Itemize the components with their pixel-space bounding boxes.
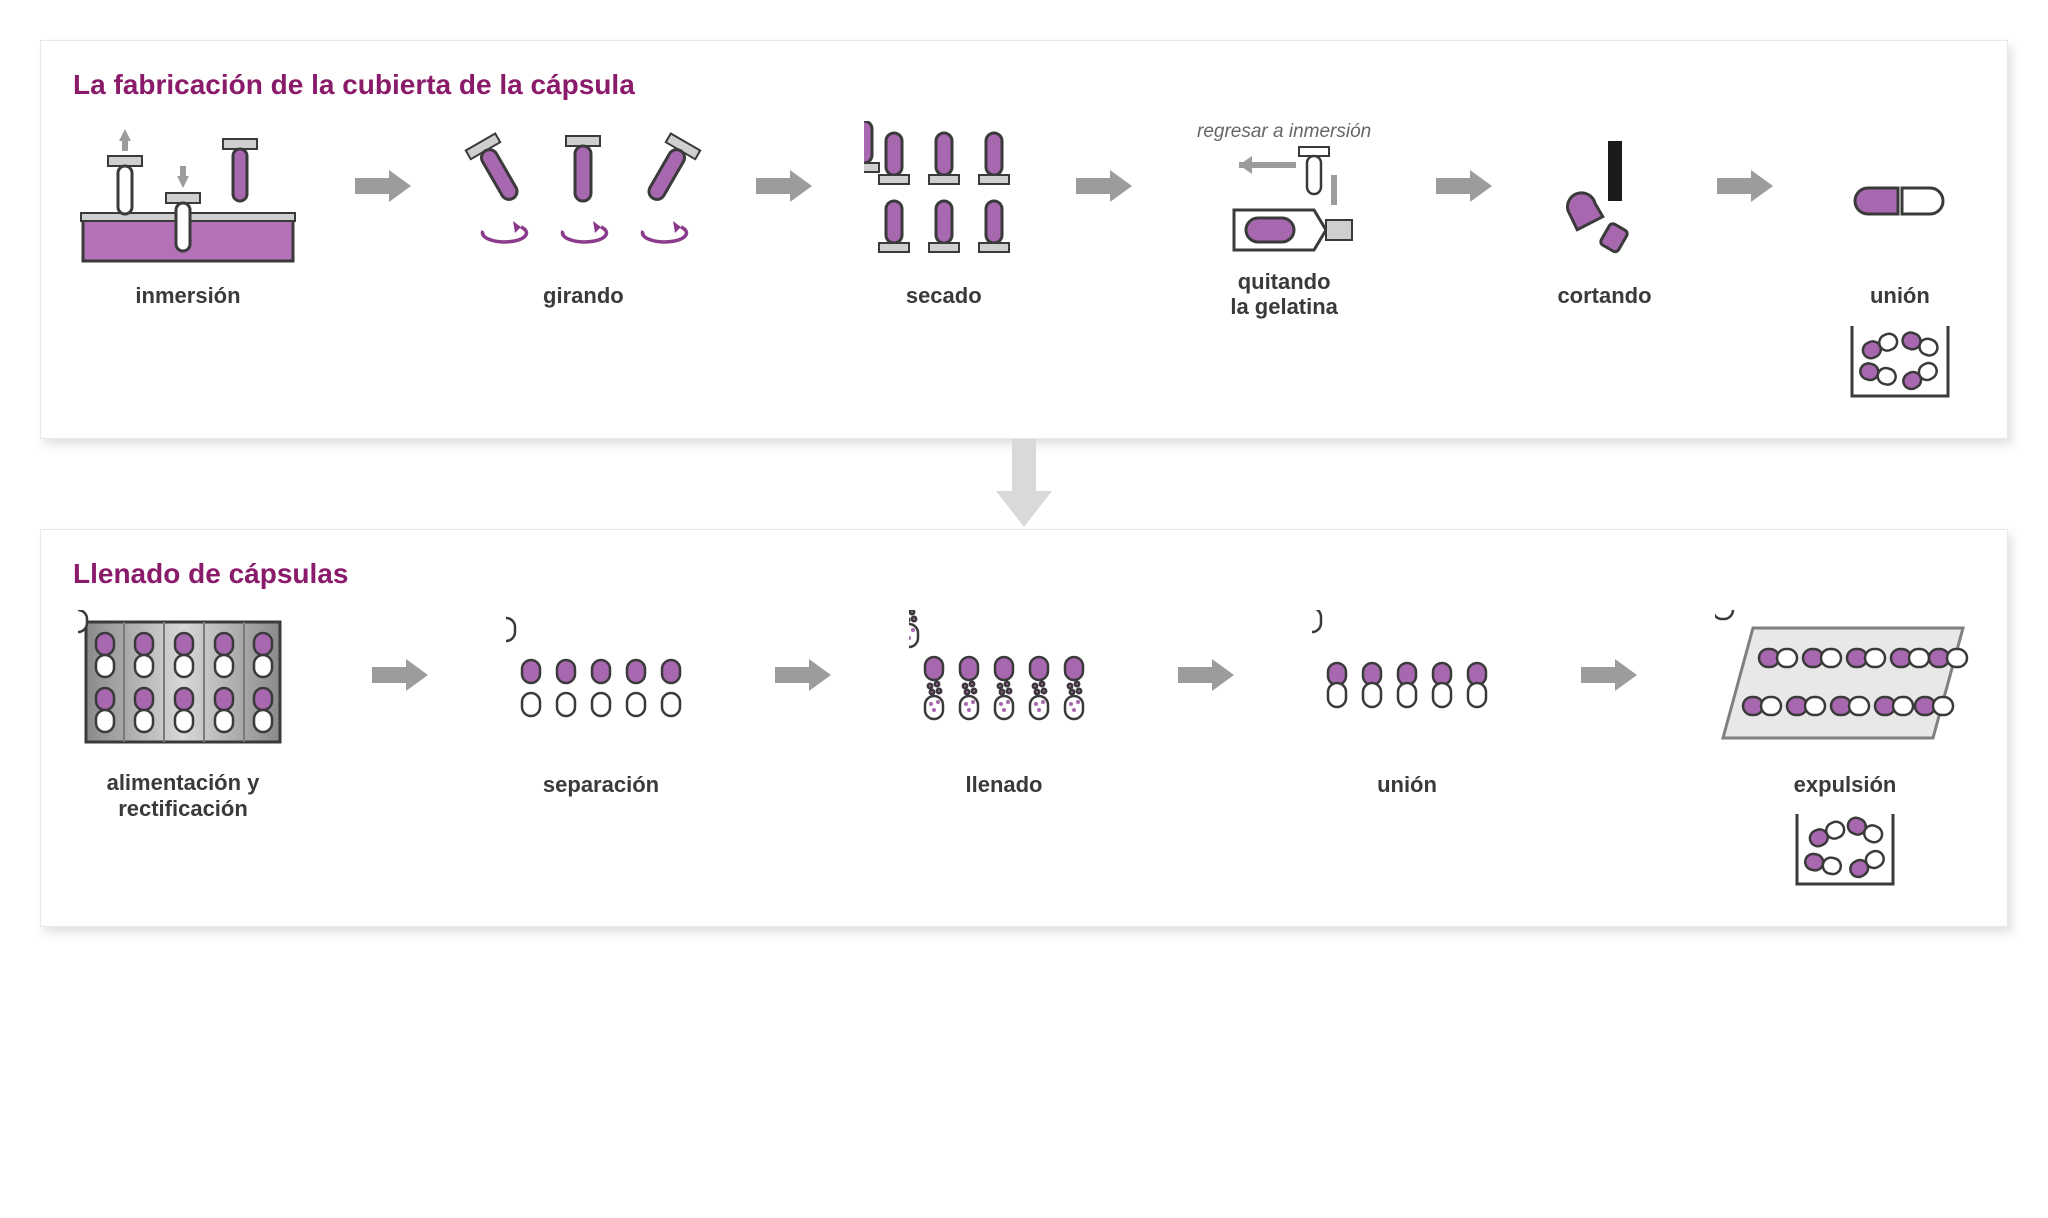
arrow-2	[756, 121, 812, 251]
step-spin: girando	[463, 121, 703, 308]
arrow-b3	[1178, 610, 1234, 740]
dip-icon	[73, 121, 303, 271]
bin-icon-bottom	[1785, 804, 1905, 894]
arrow-b4	[1581, 610, 1637, 740]
shell-manufacturing-panel: La fabricación de la cubierta de la cáps…	[40, 40, 2008, 439]
spin-label: girando	[543, 283, 624, 308]
strip-label: quitando	[1238, 269, 1331, 294]
feed-icon	[78, 610, 288, 760]
return-note: regresar a inmersión	[1197, 121, 1371, 143]
arrow-5	[1717, 121, 1773, 251]
top-flow-row: inmersión	[73, 121, 1975, 406]
dip-label: inmersión	[135, 283, 240, 308]
sep-label: separación	[543, 772, 659, 797]
sep-icon	[506, 610, 696, 760]
step-eject: expulsión	[1715, 610, 1975, 893]
join-icon-top	[1830, 121, 1970, 271]
top-title: La fabricación de la cubierta de la cáps…	[73, 69, 1975, 101]
step-sep: separación	[506, 610, 696, 797]
join-bottom-icon	[1312, 610, 1502, 760]
step-dry: secado	[864, 121, 1024, 308]
fill-label: llenado	[965, 772, 1042, 797]
bottom-flow-row: alimentación y rectificación	[73, 610, 1975, 893]
arrow-1	[355, 121, 411, 251]
dry-label: secado	[906, 283, 982, 308]
step-join-bottom: unión	[1312, 610, 1502, 797]
step-cut: cortando	[1545, 121, 1665, 308]
step-dip: inmersión	[73, 121, 303, 308]
step-join-top: unión	[1825, 121, 1975, 406]
join-top-label: unión	[1870, 283, 1930, 308]
arrow-4	[1436, 121, 1492, 251]
feed-label: alimentación y	[107, 770, 260, 795]
arrow-b1	[372, 610, 428, 740]
dry-icon	[864, 121, 1024, 271]
join-bottom-label: unión	[1377, 772, 1437, 797]
feed-label2: rectificación	[118, 796, 248, 821]
arrow-3	[1076, 121, 1132, 251]
cut-label: cortando	[1557, 283, 1651, 308]
step-feed: alimentación y rectificación	[73, 610, 293, 821]
strip-label2: la gelatina	[1230, 294, 1338, 319]
panel-connector	[40, 439, 2008, 529]
step-strip: regresar a inmersión	[1184, 121, 1384, 320]
down-arrow-icon	[994, 439, 1054, 529]
arrow-b2	[775, 610, 831, 740]
eject-label: expulsión	[1794, 772, 1897, 797]
strip-icon	[1184, 145, 1384, 263]
cut-icon	[1550, 121, 1660, 271]
eject-icon	[1715, 610, 1975, 760]
bin-icon-top	[1840, 316, 1960, 406]
step-fill: llenado	[909, 610, 1099, 797]
capsule-filling-panel: Llenado de cápsulas	[40, 529, 2008, 926]
fill-icon	[909, 610, 1099, 760]
bottom-title: Llenado de cápsulas	[73, 558, 1975, 590]
spin-icon	[463, 121, 703, 271]
